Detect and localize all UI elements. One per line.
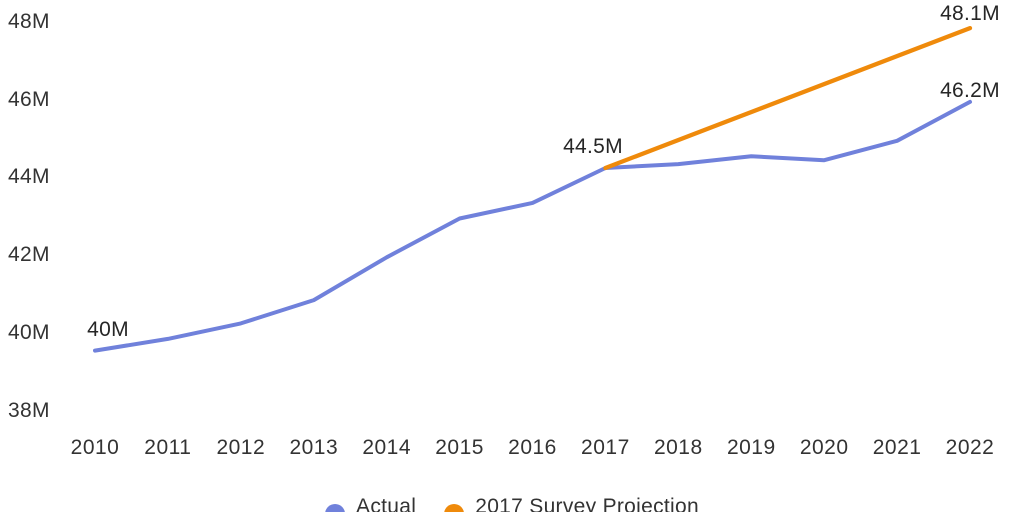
x-tick-label: 2013 [289, 436, 339, 459]
x-tick-label: 2011 [144, 436, 192, 459]
value-annotation: 46.2M [940, 79, 1000, 102]
projection-series-line [603, 25, 973, 171]
legend-label: Actual [356, 495, 417, 512]
value-annotation: 44.5M [563, 135, 623, 158]
y-tick-label: 46M [8, 87, 50, 111]
legend-dot-icon [325, 504, 346, 512]
x-tick-label: 2014 [362, 436, 412, 459]
legend-item: 2017 Survey Projection [444, 495, 699, 512]
value-annotation: 40M [87, 318, 129, 341]
x-tick-label: 2015 [435, 436, 484, 459]
x-tick-label: 2021 [872, 436, 922, 459]
x-tick-label: 2018 [653, 436, 703, 459]
x-tick-label: 2010 [70, 436, 120, 459]
x-tick-label: 2016 [508, 436, 557, 459]
x-tick-label: 2012 [216, 436, 266, 459]
actual-series-line [93, 99, 972, 353]
legend-item: Actual [325, 495, 416, 512]
legend-label: 2017 Survey Projection [475, 495, 699, 512]
x-tick-label: 2017 [581, 436, 630, 459]
y-tick-label: 40M [8, 320, 50, 344]
legend: Actual 2017 Survey Projection [325, 495, 699, 512]
value-annotation: 48.1M [940, 2, 1000, 25]
y-tick-label: 48M [8, 10, 50, 33]
x-tick-label: 2020 [799, 436, 849, 459]
x-tick-label: 2022 [945, 436, 995, 459]
x-tick-label: 2019 [726, 436, 776, 459]
y-tick-label: 44M [8, 165, 50, 189]
legend-dot-icon [444, 504, 465, 512]
y-tick-label: 38M [8, 398, 50, 422]
y-tick-label: 42M [8, 243, 50, 267]
